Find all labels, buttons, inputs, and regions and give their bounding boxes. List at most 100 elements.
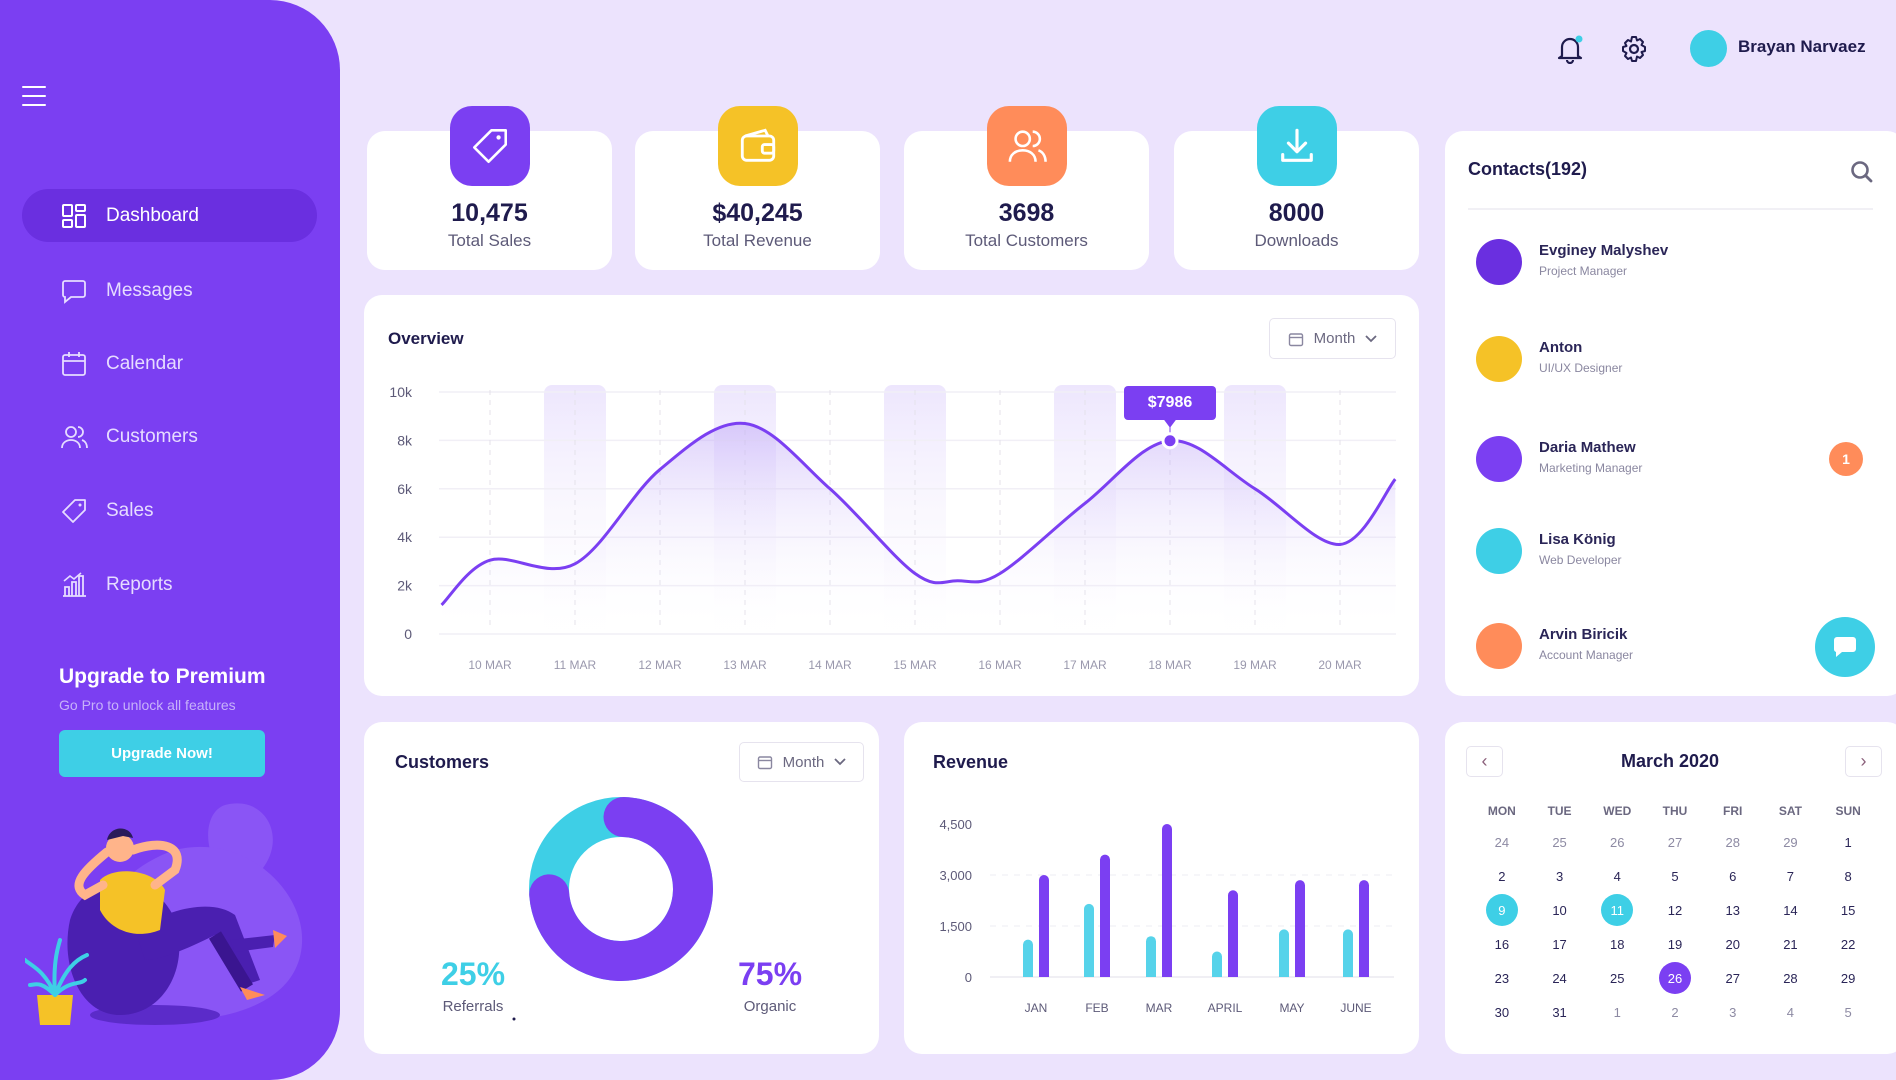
dot (512, 1017, 516, 1021)
calendar-day[interactable]: 28 (1762, 961, 1820, 995)
calendar-day[interactable]: 12 (1646, 893, 1704, 927)
calendar-day[interactable]: 27 (1646, 825, 1704, 859)
calendar-day[interactable]: 30 (1473, 995, 1531, 1029)
day-number: 3 (1729, 1004, 1737, 1020)
day-number: 7 (1786, 868, 1795, 884)
calendar-day[interactable]: 2 (1473, 859, 1531, 893)
stat-label: Downloads (1254, 231, 1339, 250)
calendar-day[interactable]: 6 (1704, 859, 1762, 893)
day-number: 8 (1844, 868, 1852, 884)
y-tick-label: 8k (397, 432, 413, 448)
contact-role: Project Manager (1539, 264, 1628, 278)
menu-icon[interactable] (22, 86, 46, 108)
calendar-day[interactable]: 5 (1646, 859, 1704, 893)
user-name[interactable]: Brayan Narvaez (1738, 37, 1866, 56)
calendar-day[interactable]: 2 (1646, 995, 1704, 1029)
users-icon (1008, 130, 1047, 162)
calendar-day[interactable]: 7 (1762, 859, 1820, 893)
day-number: 2 (1498, 868, 1506, 884)
calendar-day[interactable]: 17 (1531, 927, 1589, 961)
calendar-day[interactable]: 4 (1762, 995, 1820, 1029)
contact-item[interactable]: Lisa König Web Developer (1445, 521, 1896, 581)
stat-card-total-customers: 3698 Total Customers (904, 106, 1149, 270)
revenue-bar-chart: 0 1,500 3,000 4,500 JAN FEB MAR APRIL MAY JUNE (939, 817, 1394, 1015)
overview-period-dropdown[interactable]: Month (1269, 318, 1396, 359)
premium-subtitle: Go Pro to unlock all features (59, 697, 236, 713)
bar-feb-series-2 (1100, 854, 1110, 977)
premium-title: Upgrade to Premium (59, 665, 266, 688)
notification-bell-icon[interactable] (1556, 34, 1584, 65)
calendar-day[interactable]: 26 (1588, 825, 1646, 859)
calendar-day[interactable]: 9 (1473, 893, 1531, 927)
chevron-down-icon (834, 758, 846, 766)
day-number: 13 (1725, 902, 1740, 918)
calendar-day[interactable]: 5 (1819, 995, 1877, 1029)
x-tick-label: 11 MAR (554, 658, 597, 672)
contact-item[interactable]: Evginey Malyshev Project Manager (1445, 232, 1896, 292)
calendar-day[interactable]: 13 (1704, 893, 1762, 927)
sidebar-item-dashboard[interactable]: Dashboard (22, 189, 317, 242)
calendar-day[interactable]: 11 (1588, 893, 1646, 927)
calendar-day[interactable]: 14 (1762, 893, 1820, 927)
y-tick-label: 1,500 (939, 919, 972, 934)
calendar-day[interactable]: 8 (1819, 859, 1877, 893)
calendar-day[interactable]: 25 (1588, 961, 1646, 995)
sidebar-item-customers[interactable]: Customers (22, 410, 317, 463)
calendar-day[interactable]: 1 (1588, 995, 1646, 1029)
customers-period-dropdown[interactable]: Month (739, 742, 864, 782)
calendar-day[interactable]: 16 (1473, 927, 1531, 961)
calendar-day[interactable]: 27 (1704, 961, 1762, 995)
day-number: 30 (1494, 1004, 1510, 1020)
weekday-header: THU (1662, 804, 1688, 818)
calendar-day[interactable]: 3 (1531, 859, 1589, 893)
contact-name: Evginey Malyshev (1539, 242, 1669, 259)
x-tick-label: 17 MAR (1063, 658, 1107, 672)
upgrade-button[interactable]: Upgrade Now! (59, 730, 265, 777)
calendar-day[interactable]: 4 (1588, 859, 1646, 893)
calendar-day[interactable]: 24 (1531, 961, 1589, 995)
calendar-prev-button[interactable]: ‹ (1466, 746, 1503, 777)
calendar-day[interactable]: 22 (1819, 927, 1877, 961)
calendar-day[interactable]: 18 (1588, 927, 1646, 961)
chat-button[interactable] (1815, 617, 1875, 677)
calendar-day[interactable]: 26 (1646, 961, 1704, 995)
calendar-day[interactable]: 29 (1762, 825, 1820, 859)
calendar-day[interactable]: 15 (1819, 893, 1877, 927)
calendar-day[interactable]: 29 (1819, 961, 1877, 995)
calendar-day[interactable]: 21 (1762, 927, 1820, 961)
weekday-header: SUN (1835, 804, 1861, 818)
sidebar-item-calendar[interactable]: Calendar (22, 337, 317, 390)
calendar-day[interactable]: 31 (1531, 995, 1589, 1029)
calendar-day[interactable]: 20 (1704, 927, 1762, 961)
day-number: 29 (1840, 970, 1856, 986)
overview-card: Overview Month 0 2k 4k 6k 8k 10k 10 MAR 11 MAR 1… (364, 295, 1419, 696)
contact-item[interactable]: Arvin Biricik Account Manager (1445, 616, 1896, 676)
y-tick-label: 4,500 (939, 817, 972, 832)
user-avatar[interactable] (1690, 30, 1727, 67)
calendar-day[interactable]: 25 (1531, 825, 1589, 859)
stat-card-total-revenue: $40,245 Total Revenue (635, 106, 880, 270)
search-icon[interactable] (1850, 160, 1874, 184)
contact-item[interactable]: Daria Mathew Marketing Manager 1 (1445, 429, 1896, 489)
bar-jan-series-2 (1039, 875, 1049, 977)
day-number: 1 (1613, 1004, 1621, 1020)
calendar-day[interactable]: 23 (1473, 961, 1531, 995)
calendar-day[interactable]: 24 (1473, 825, 1531, 859)
day-number: 5 (1844, 1004, 1852, 1020)
calendar-day[interactable]: 19 (1646, 927, 1704, 961)
bar-may-series-1 (1279, 929, 1289, 977)
day-number: 17 (1552, 936, 1567, 952)
calendar-day[interactable]: 28 (1704, 825, 1762, 859)
calendar-day[interactable]: 10 (1531, 893, 1589, 927)
sidebar-item-messages[interactable]: Messages (22, 264, 317, 317)
day-number: 19 (1667, 936, 1683, 952)
calendar-next-button[interactable]: › (1845, 746, 1882, 777)
contact-item[interactable]: Anton UI/UX Designer (1445, 329, 1896, 389)
settings-gear-icon[interactable] (1620, 35, 1648, 63)
bar-june-series-2 (1359, 880, 1369, 977)
calendar-day[interactable]: 1 (1819, 825, 1877, 859)
sidebar-item-sales[interactable]: Sales (22, 484, 317, 537)
calendar-day[interactable]: 3 (1704, 995, 1762, 1029)
sidebar: Dashboard Messages Calendar Customers Sales R… (0, 0, 340, 1080)
sidebar-item-reports[interactable]: Reports (22, 558, 317, 611)
